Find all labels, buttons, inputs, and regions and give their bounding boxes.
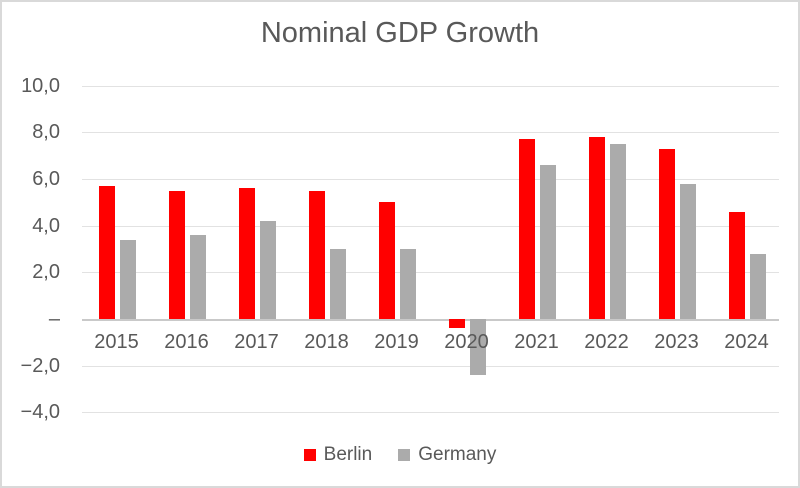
legend-swatch-icon xyxy=(303,449,316,461)
x-tick-label: 2017 xyxy=(234,331,279,353)
gridline xyxy=(82,412,779,414)
bar-germany-2019[interactable] xyxy=(400,249,416,319)
y-tick-label: 6,0 xyxy=(32,168,60,191)
x-axis-line xyxy=(82,318,779,321)
bar-germany-2017[interactable] xyxy=(260,221,276,319)
x-tick-label: 2020 xyxy=(444,331,489,353)
y-tick-label: 8,0 xyxy=(32,121,60,144)
gridline xyxy=(82,132,779,134)
x-tick-label: 2019 xyxy=(374,331,419,353)
y-tick-label: – xyxy=(48,308,60,330)
bar-berlin-2024[interactable] xyxy=(729,211,745,319)
bar-berlin-2017[interactable] xyxy=(239,188,255,319)
bar-germany-2023[interactable] xyxy=(680,183,696,319)
legend-swatch-icon xyxy=(398,449,411,461)
legend-item-germany[interactable]: Germany xyxy=(398,444,496,466)
legend-label: Germany xyxy=(418,444,497,465)
gridline xyxy=(82,365,779,367)
y-tick-label: −4,0 xyxy=(20,401,60,424)
y-tick-label: 4,0 xyxy=(32,214,60,237)
bar-germany-2024[interactable] xyxy=(750,253,766,319)
bar-germany-2022[interactable] xyxy=(610,144,626,319)
x-tick-label: 2024 xyxy=(724,331,769,353)
bar-berlin-2016[interactable] xyxy=(169,190,185,319)
gridline xyxy=(82,85,779,87)
bar-berlin-2018[interactable] xyxy=(309,190,325,319)
x-tick-label: 2021 xyxy=(514,331,559,353)
chart-title[interactable]: Nominal GDP Growth xyxy=(260,17,540,49)
x-tick-label: 2015 xyxy=(94,331,139,353)
x-tick-label: 2023 xyxy=(654,331,699,353)
bar-berlin-2015[interactable] xyxy=(99,186,115,319)
legend-label: Berlin xyxy=(323,444,373,465)
bar-berlin-2020[interactable] xyxy=(449,319,465,329)
bar-germany-2015[interactable] xyxy=(120,239,136,319)
x-tick-label: 2018 xyxy=(304,331,349,353)
x-tick-label: 2022 xyxy=(584,331,629,353)
gridline xyxy=(82,225,779,227)
bar-germany-2018[interactable] xyxy=(330,249,346,319)
y-tick-label: 2,0 xyxy=(32,261,60,284)
bar-berlin-2019[interactable] xyxy=(379,202,395,319)
bar-berlin-2023[interactable] xyxy=(659,148,675,319)
gridline xyxy=(82,179,779,181)
bar-berlin-2022[interactable] xyxy=(589,137,605,319)
legend: Berlin Germany xyxy=(2,444,798,466)
x-tick-label: 2016 xyxy=(164,331,209,353)
y-tick-label: 10,0 xyxy=(21,74,60,97)
bar-berlin-2021[interactable] xyxy=(519,139,535,319)
bar-germany-2016[interactable] xyxy=(190,235,206,319)
bar-germany-2021[interactable] xyxy=(540,165,556,319)
y-tick-label: −2,0 xyxy=(20,354,60,377)
bar-germany-2020[interactable] xyxy=(470,319,486,375)
gridline xyxy=(82,272,779,274)
legend-item-berlin[interactable]: Berlin xyxy=(303,444,373,466)
